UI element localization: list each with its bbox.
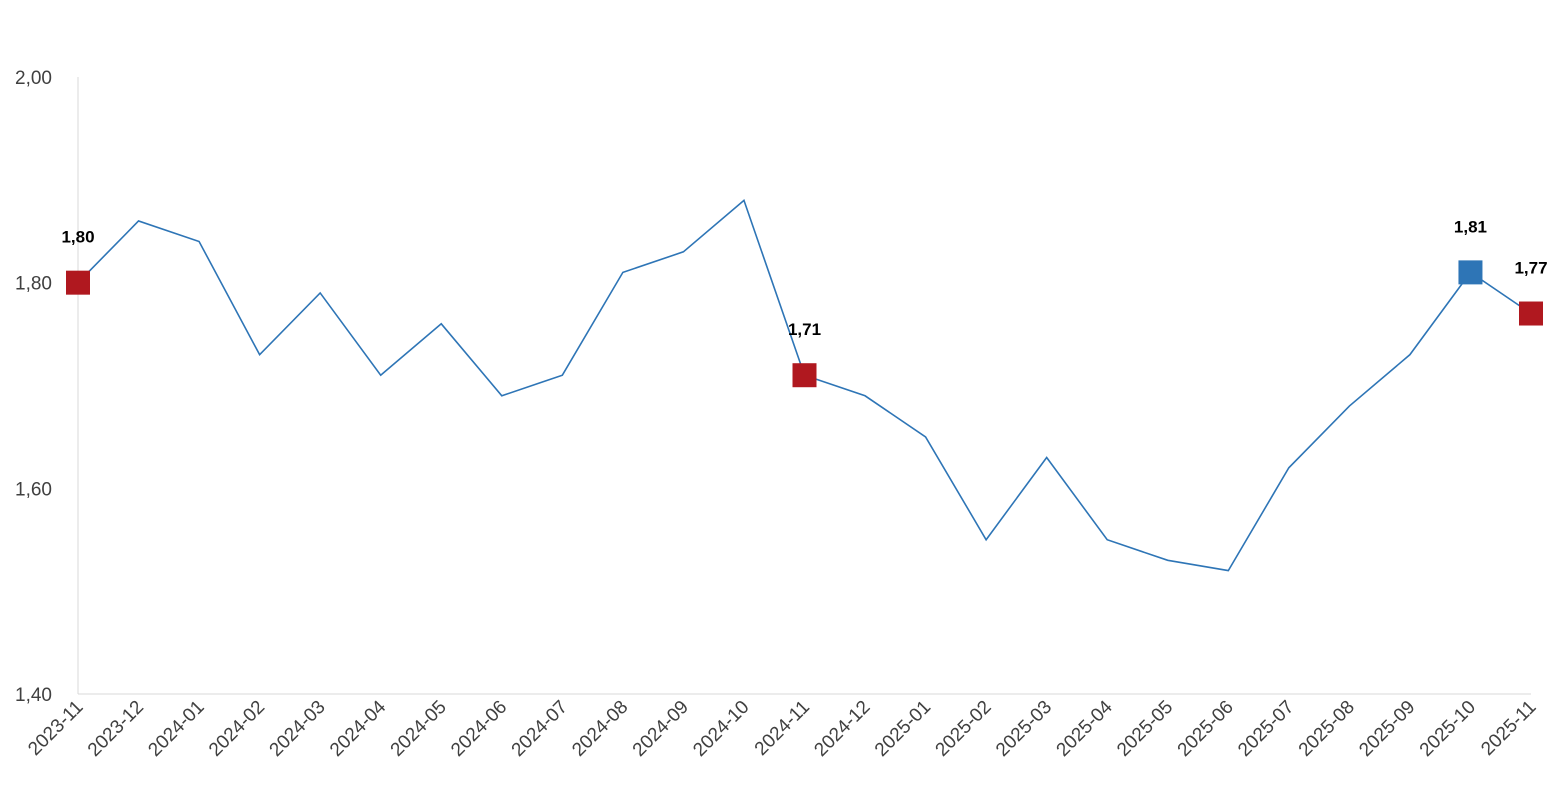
x-tick-label: 2023-11 — [24, 697, 87, 760]
x-tick-label: 2025-06 — [1174, 697, 1238, 761]
data-label: 1,81 — [1454, 217, 1487, 236]
data-label: 1,77 — [1514, 259, 1547, 278]
x-tick-label: 2025-05 — [1113, 697, 1177, 761]
x-tick-label: 2024-04 — [326, 696, 390, 760]
x-tick-label: 2023-12 — [84, 697, 148, 761]
x-tick-label: 2025-08 — [1295, 697, 1359, 761]
highlight-marker — [1519, 301, 1543, 326]
x-tick-label: 2024-10 — [689, 697, 753, 761]
x-tick-label: 2025-07 — [1234, 697, 1298, 761]
x-tick-label: 2025-02 — [932, 697, 996, 761]
x-tick-label: 2024-08 — [568, 697, 632, 761]
x-tick-label: 2024-05 — [387, 697, 451, 761]
x-tick-label: 2025-11 — [1477, 697, 1540, 760]
x-tick-label: 2025-01 — [871, 697, 935, 761]
y-tick-label: 1,60 — [15, 479, 52, 500]
x-tick-label: 2024-02 — [205, 697, 269, 761]
x-tick-label: 2024-12 — [810, 697, 874, 761]
x-tick-label: 2024-11 — [751, 697, 814, 760]
data-label: 1,80 — [61, 228, 94, 247]
highlight-marker — [66, 270, 90, 295]
data-label: 1,71 — [788, 320, 821, 339]
x-tick-label: 2025-03 — [992, 697, 1056, 761]
highlight-marker — [792, 363, 817, 388]
x-tick-label: 2024-09 — [629, 697, 693, 761]
y-tick-label: 2,00 — [15, 68, 52, 89]
y-tick-label: 1,40 — [15, 685, 52, 706]
highlight-marker — [1458, 260, 1483, 285]
x-tick-label: 2024-07 — [508, 697, 572, 761]
x-tick-label: 2025-09 — [1355, 697, 1419, 761]
x-tick-label: 2025-10 — [1416, 697, 1480, 761]
x-tick-label: 2025-04 — [1053, 696, 1117, 760]
x-tick-label: 2024-03 — [266, 697, 330, 761]
y-tick-label: 1,80 — [15, 274, 52, 295]
x-tick-label: 2024-06 — [447, 697, 511, 761]
x-tick-label: 2024-01 — [144, 697, 208, 761]
